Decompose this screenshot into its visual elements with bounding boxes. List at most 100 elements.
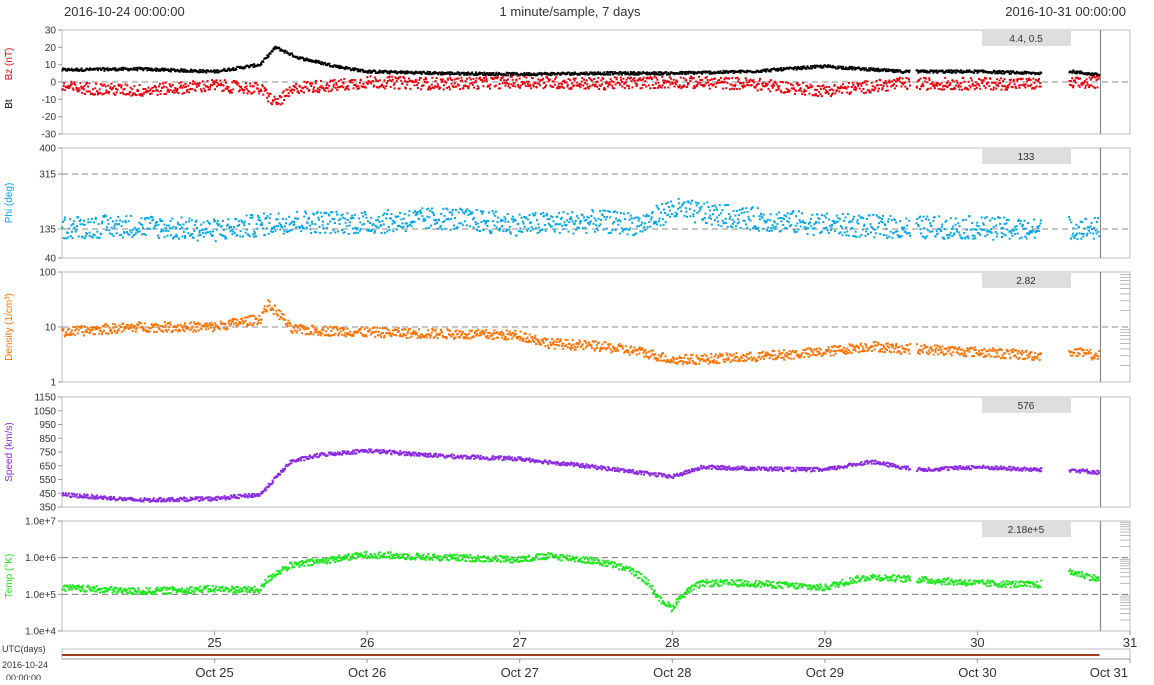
data-point [1090,226,1092,228]
data-point [504,85,506,87]
data-point [1032,78,1034,80]
data-point [925,218,927,220]
data-point [317,211,319,213]
y-axis-label-density: Density (1/cm³) [4,293,15,361]
data-point [246,85,248,87]
data-point [965,219,967,221]
data-point [957,82,959,84]
data-point [852,69,854,71]
data-point [136,327,138,329]
data-point [1024,86,1026,88]
data-point [127,324,129,326]
data-point [707,81,709,83]
data-point [174,92,176,94]
data-point [757,89,759,91]
data-point [423,84,425,86]
data-point [511,218,513,220]
data-point [739,209,741,211]
data-point [819,218,821,220]
data-point [694,221,696,223]
data-point [926,235,928,237]
data-point [997,85,999,87]
data-point [934,85,936,87]
data-point [505,74,507,76]
data-point [400,80,402,82]
data-point [670,201,672,203]
y-axis-label-bz: Bz (nT) [4,48,15,81]
data-point [983,85,985,87]
data-point [526,77,528,79]
data-point [768,88,770,90]
data-point [395,77,397,79]
data-point [210,324,212,326]
data-point [177,223,179,225]
data-point [78,87,80,89]
data-point [449,77,451,79]
data-point [996,233,998,235]
data-point [406,84,408,86]
data-point [327,327,329,329]
data-point [616,211,618,213]
data-point [798,210,800,212]
data-point [856,236,858,238]
data-point [1001,89,1003,91]
data-point [570,216,572,218]
data-point [578,227,580,229]
data-point [968,237,970,239]
data-point [971,222,973,224]
data-point [779,217,781,219]
data-point [655,83,657,85]
data-point [235,218,237,220]
data-point [248,91,250,93]
data-point [228,322,230,324]
data-point [123,329,125,331]
data-point [583,217,585,219]
data-point [507,74,509,76]
data-point [504,82,506,84]
data-point [615,229,617,231]
data-point [161,229,163,231]
data-point [152,216,154,218]
data-point [574,79,576,81]
data-point [698,83,700,85]
data-point [259,220,261,222]
data-point [199,82,201,84]
data-point [802,82,804,84]
data-point [820,65,822,67]
data-point [120,234,122,236]
data-point [67,232,69,234]
data-point [488,212,490,214]
data-point [985,87,987,89]
data-point [159,218,161,220]
data-point [824,87,826,89]
data-point [746,227,748,229]
data-point [93,221,95,223]
data-point [774,228,776,230]
data-point [392,79,394,81]
data-point [969,85,971,87]
data-point [435,80,437,82]
data-point [222,220,224,222]
data-point [424,219,426,221]
data-point [342,217,344,219]
data-point [960,82,962,84]
data-point [1034,237,1036,239]
data-point [313,214,315,216]
data-point [300,230,302,232]
data-point [236,81,238,83]
data-point [828,232,830,234]
data-point [277,98,279,100]
data-point [859,236,861,238]
data-point [751,84,753,86]
data-point [388,226,390,228]
data-point [648,221,650,223]
data-point [347,219,349,221]
data-point [945,220,947,222]
data-point [699,79,701,81]
data-point [381,232,383,234]
data-point [801,93,803,95]
data-point [128,327,130,329]
data-point [606,216,608,218]
data-point [207,86,209,88]
data-point [516,235,518,237]
